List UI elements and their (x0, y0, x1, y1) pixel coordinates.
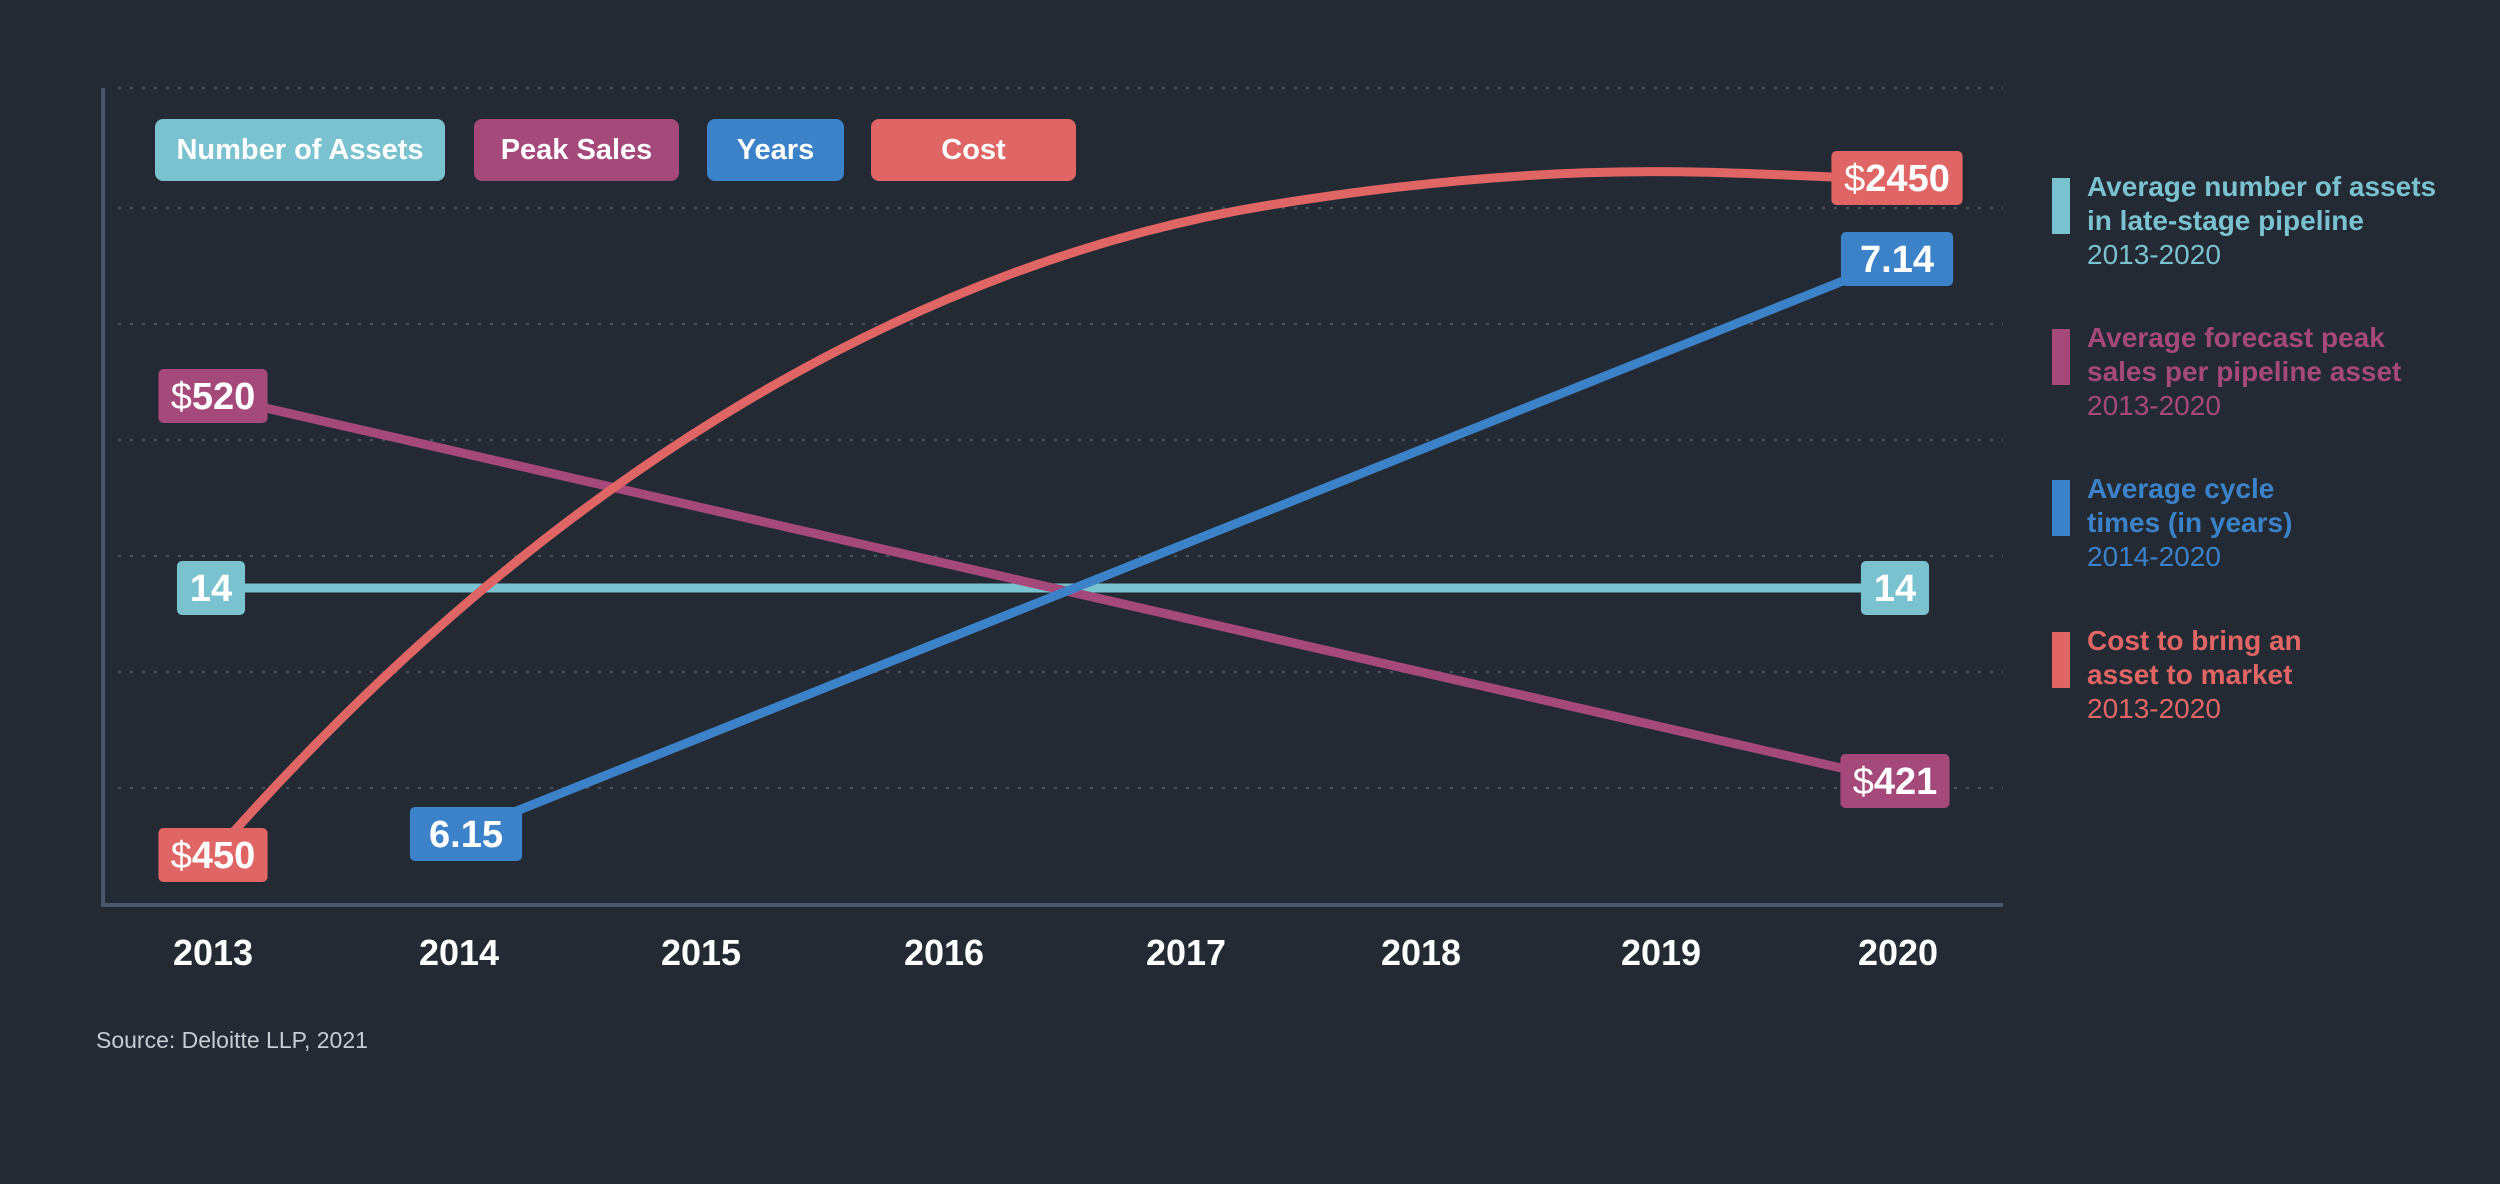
data-label: $450 (158, 828, 268, 882)
x-tick-label: 2014 (419, 932, 499, 973)
data-label-text: $421 (1853, 761, 1938, 803)
series-line-peak-sales (208, 391, 1903, 786)
data-label: $421 (1840, 754, 1950, 808)
data-label-box (158, 828, 268, 882)
side-legend-range: 2013-2020 (2087, 390, 2221, 421)
side-legend-title: asset to market (2087, 659, 2293, 690)
series-line-years (454, 254, 1903, 839)
data-label-box (1860, 561, 1930, 615)
side-legend-title: in late-stage pipeline (2087, 205, 2364, 236)
side-legend-title: Average cycle (2087, 473, 2275, 504)
x-tick-label: 2018 (1381, 932, 1461, 973)
x-tick-label: 2016 (904, 932, 984, 973)
data-label-box (158, 369, 268, 423)
x-tick-label: 2015 (661, 932, 741, 973)
data-label-text: $450 (171, 835, 256, 877)
data-label-box (409, 807, 523, 861)
legend-peak-sales[interactable]: Peak Sales (474, 119, 679, 181)
side-legend-title: sales per pipeline asset (2087, 356, 2402, 387)
side-legend-swatch (2052, 480, 2070, 536)
side-legend-title: Cost to bring an (2087, 625, 2302, 656)
side-legend-range: 2013-2020 (2087, 239, 2221, 270)
side-legend-range: 2014-2020 (2087, 541, 2221, 572)
data-label-text: 6.15 (429, 814, 503, 856)
legend-number-of-assets[interactable]: Number of Assets (155, 119, 445, 181)
data-label: 14 (1860, 561, 1930, 615)
data-label-box (1840, 754, 1950, 808)
data-label: 14 (176, 561, 246, 615)
data-label-text: 7.14 (1860, 239, 1934, 281)
data-label-box (1840, 232, 1954, 286)
side-legend-range: 2013-2020 (2087, 693, 2221, 724)
data-label-text: $2450 (1844, 158, 1950, 200)
side-legend-swatch (2052, 632, 2070, 688)
data-label-text: $520 (171, 376, 256, 418)
data-label-box (1831, 151, 1963, 205)
side-legend-swatch (2052, 329, 2070, 385)
legend-years[interactable]: Years (707, 119, 844, 181)
side-legend-title: Average number of assets (2087, 171, 2437, 202)
x-tick-label: 2017 (1146, 932, 1226, 973)
side-legend-title: Average forecast peak (2087, 322, 2385, 353)
source-note: Source: Deloitte LLP, 2021 (96, 1027, 368, 1053)
legend-cost[interactable]: Cost (871, 119, 1076, 181)
data-label-text: 14 (190, 568, 232, 610)
side-legend-title: times (in years) (2087, 507, 2293, 538)
x-tick-label: 2019 (1621, 932, 1701, 973)
x-tick-label: 2020 (1858, 932, 1938, 973)
data-label: $520 (158, 369, 268, 423)
data-label: 6.15 (409, 807, 523, 861)
series-line-cost (208, 167, 1903, 860)
side-legend-swatch (2052, 178, 2070, 234)
data-label-text: 14 (1874, 568, 1916, 610)
data-label: 7.14 (1840, 232, 1954, 286)
x-tick-label: 2013 (173, 932, 253, 973)
data-label: $2450 (1831, 151, 1963, 205)
data-label-box (176, 561, 246, 615)
